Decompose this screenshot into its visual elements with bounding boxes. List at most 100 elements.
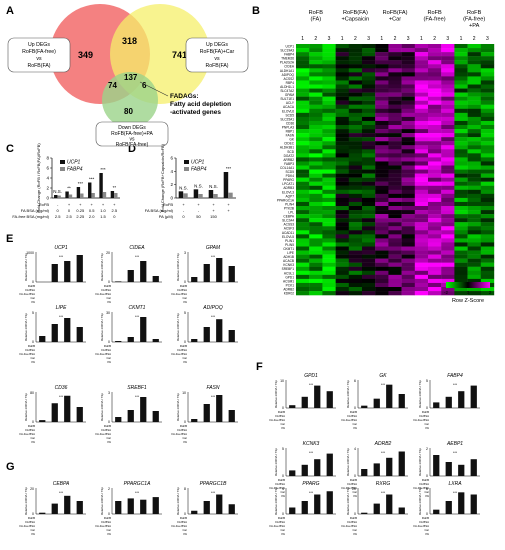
heatmap-cell [480,52,495,57]
heatmap-cell [467,112,481,118]
heatmap-gene-label: PDK4 [286,174,295,178]
y-tick-label: 0 [282,406,284,410]
condition-row-label: FA BSA [177,348,187,352]
heatmap-cell [309,137,323,142]
bar [115,341,122,342]
heatmap-cell [335,125,349,130]
heatmap-cell [296,100,310,105]
heatmap-cell [467,291,481,296]
heatmap-cell [348,56,363,61]
heatmap-cell [428,88,442,93]
heatmap-cell [335,116,349,122]
gene-title: FABP4 [447,373,463,379]
bar [213,194,218,198]
condition-row-label: FA-free BSA [95,524,111,528]
heatmap-cell [362,173,376,178]
heatmap-gene-label: SLC2A4 [282,219,294,223]
heatmap-cell [335,278,349,284]
heatmap-cell [480,72,495,77]
heatmap-cell [441,291,455,296]
heatmap-cell [322,120,336,126]
heatmap-cell [309,185,323,190]
condition-row-label: PA [107,532,111,536]
bar [114,193,118,198]
heatmap-cell [467,60,481,65]
heatmap-cell [309,125,323,130]
heatmap-cell [414,100,429,105]
heatmap-cell [441,145,455,150]
venn-box-up-fa-line3: vs [36,56,42,62]
heatmap-cell [454,278,468,284]
heatmap-cell [428,56,442,61]
heatmap-cell [467,287,481,292]
heatmap-cell [480,258,495,263]
heatmap-cell [348,246,363,251]
heatmap-cell [480,48,495,53]
heatmap-cell [362,125,376,130]
heatmap-cell [454,234,468,239]
y-axis-label: Relative mRNA / Tbp [418,380,422,408]
heatmap-cell [362,145,376,150]
heatmap-cell [401,84,415,89]
condition-row-label: PA [183,532,187,536]
heatmap-gene-label: TMEM26 [281,57,294,61]
heatmap-cell [322,206,336,211]
condition-row-label: FA-free BSA [19,352,35,356]
heatmap-cell [309,234,323,239]
bar [470,459,477,476]
condition-row-label: PA [183,360,187,364]
heatmap-cell [309,112,323,118]
condition-row-label: RoFB [422,478,429,482]
heatmap-cell [480,80,495,85]
heatmap-cell [296,60,310,65]
heatmap-cell [401,149,415,154]
significance-label: ** [113,185,117,190]
heatmap-cell [401,262,415,267]
condition-row-label: FA-free BSA [171,524,187,528]
heatmap-cell [467,206,481,211]
condition-row-label: FA BSA [419,520,429,524]
y-axis-label: Relative mRNA / Tbp [346,487,350,515]
panel-label-d: D [128,143,136,155]
heatmap-cell [375,210,389,215]
significance-label: *** [135,315,140,319]
heatmap-cell [454,214,468,219]
heatmap-cell [322,226,336,231]
heatmap-cell [441,44,455,49]
y-tick-label: 0 [108,512,110,516]
heatmap-cell [362,197,376,203]
heatmap-cell [335,141,349,146]
heatmap-cell [309,173,323,178]
condition-row-label: RoFB [422,516,429,520]
heatmap-cell [467,193,481,199]
condition-row-label: Car [424,422,429,426]
bar [54,195,58,198]
heatmap-cell [348,161,363,166]
heatmap-cell [348,92,363,97]
heatmap-cell [441,274,455,280]
heatmap-cell [375,181,389,186]
heatmap-cell [467,278,481,284]
heatmap-cell [428,222,442,227]
y-tick-label: 4 [282,487,284,491]
heatmap-cell [322,278,336,284]
heatmap-cell [388,270,402,276]
condition-value: 0.25 [76,208,85,213]
heatmap-cell [296,96,310,101]
heatmap-cell [414,145,429,150]
condition-row-label: PA [31,440,35,444]
heatmap-cell [441,64,455,69]
heatmap-cell [428,72,442,77]
heatmap-cell [480,145,495,150]
heatmap-cell [414,278,429,284]
heatmap-cell [401,116,415,122]
heatmap-cell [335,246,349,251]
heatmap-gene-label: COL14A1 [280,166,294,170]
heatmap-cell [388,84,402,89]
bar [110,191,115,198]
heatmap-cell [388,210,402,215]
heatmap-gene-label: RBP1 [286,130,295,134]
condition-row-label: FA-free BSA [19,432,35,436]
heatmap-cell [441,76,455,81]
heatmap-cell [375,84,389,89]
